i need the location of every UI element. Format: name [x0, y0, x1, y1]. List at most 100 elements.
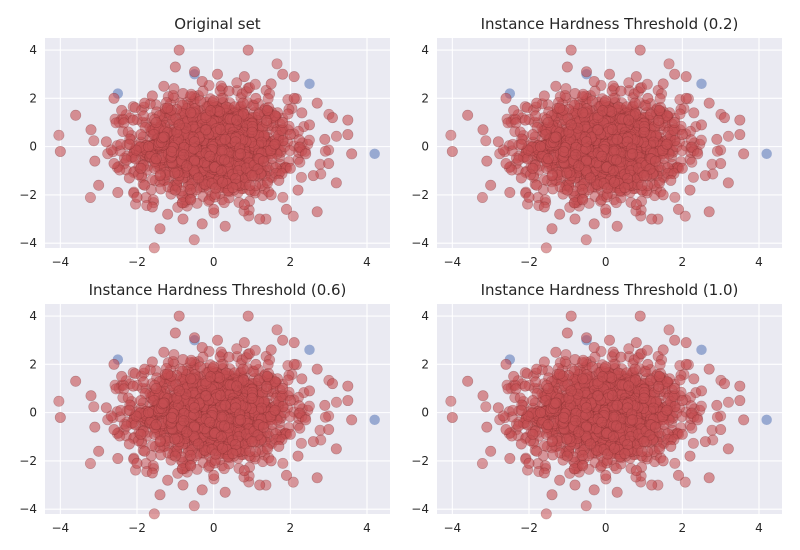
- x-tick-label: 0: [602, 255, 610, 269]
- majority-point: [684, 184, 696, 196]
- majority-point: [184, 449, 196, 461]
- majority-point: [200, 390, 212, 402]
- majority-point: [108, 358, 120, 370]
- majority-point: [326, 378, 338, 390]
- majority-point: [569, 88, 581, 100]
- x-tick-label: −2: [128, 255, 146, 269]
- majority-point: [242, 310, 254, 322]
- majority-point: [162, 102, 174, 114]
- majority-point: [715, 158, 727, 170]
- y-tick-label: 2: [29, 91, 37, 105]
- majority-point: [135, 129, 147, 141]
- majority-point: [189, 66, 201, 78]
- majority-point: [319, 411, 331, 423]
- majority-point: [238, 71, 250, 83]
- majority-point: [288, 358, 300, 370]
- majority-point: [538, 90, 550, 102]
- majority-point: [508, 104, 520, 116]
- x-tick-label: −4: [443, 255, 461, 269]
- majority-point: [53, 129, 65, 141]
- majority-point: [154, 436, 166, 448]
- majority-point: [538, 201, 550, 213]
- majority-point: [123, 172, 135, 184]
- majority-point: [150, 419, 162, 431]
- majority-point: [185, 194, 197, 206]
- majority-point: [185, 373, 197, 385]
- majority-point: [565, 44, 577, 56]
- x-tick-label: −2: [520, 255, 538, 269]
- majority-point: [146, 467, 158, 479]
- majority-point: [485, 179, 497, 191]
- majority-point: [169, 450, 181, 462]
- majority-point: [100, 402, 112, 414]
- majority-point: [150, 382, 162, 394]
- majority-point: [129, 368, 141, 380]
- y-tick-label: −4: [411, 502, 429, 516]
- majority-point: [303, 385, 315, 397]
- majority-point: [162, 208, 174, 220]
- majority-point: [188, 500, 200, 512]
- majority-point: [565, 119, 577, 131]
- majority-point: [246, 126, 258, 138]
- majority-point: [135, 428, 147, 440]
- majority-point: [319, 145, 331, 157]
- subplot-title: Instance Hardness Threshold (0.2): [481, 15, 739, 33]
- minority-point: [696, 344, 707, 356]
- majority-point: [250, 92, 262, 104]
- majority-point: [722, 130, 734, 142]
- majority-point: [641, 78, 653, 90]
- majority-point: [554, 208, 566, 220]
- majority-point: [500, 92, 512, 104]
- majority-point: [346, 414, 358, 426]
- majority-point: [261, 370, 273, 382]
- majority-point: [288, 337, 300, 349]
- majority-point: [561, 61, 573, 73]
- majority-point: [116, 104, 128, 116]
- majority-point: [296, 373, 308, 385]
- majority-point: [154, 170, 166, 182]
- majority-point: [703, 206, 715, 218]
- majority-point: [589, 85, 601, 97]
- majority-point: [597, 105, 609, 117]
- majority-point: [619, 182, 631, 194]
- y-tick-label: 4: [421, 309, 429, 323]
- majority-point: [84, 192, 96, 204]
- majority-point: [342, 380, 354, 392]
- majority-point: [188, 234, 200, 246]
- majority-point: [445, 395, 457, 407]
- majority-point: [663, 58, 675, 70]
- majority-point: [238, 199, 250, 211]
- subplot-title: Instance Hardness Threshold (1.0): [481, 281, 739, 299]
- majority-point: [546, 223, 558, 235]
- y-tick-label: −4: [19, 236, 37, 250]
- majority-point: [169, 433, 181, 445]
- majority-point: [610, 197, 622, 209]
- majority-point: [256, 136, 268, 148]
- y-tick-label: 0: [29, 406, 37, 420]
- majority-point: [722, 177, 734, 189]
- majority-point: [288, 92, 300, 104]
- majority-point: [342, 395, 354, 407]
- majority-point: [214, 123, 226, 135]
- majority-point: [346, 148, 358, 160]
- majority-point: [292, 184, 304, 196]
- majority-point: [265, 344, 277, 356]
- majority-point: [661, 138, 673, 150]
- majority-point: [108, 424, 120, 436]
- majority-point: [734, 129, 746, 141]
- majority-point: [139, 179, 151, 191]
- x-tick-label: 0: [602, 521, 610, 535]
- y-tick-label: 4: [421, 43, 429, 57]
- majority-point: [673, 203, 685, 215]
- majority-point: [242, 44, 254, 56]
- majority-point: [657, 78, 669, 90]
- majority-point: [558, 145, 570, 157]
- majority-point: [542, 153, 554, 165]
- majority-point: [627, 148, 639, 160]
- majority-point: [569, 213, 581, 225]
- majority-point: [581, 66, 593, 78]
- majority-point: [271, 58, 283, 70]
- majority-point: [576, 183, 588, 195]
- majority-point: [586, 95, 598, 107]
